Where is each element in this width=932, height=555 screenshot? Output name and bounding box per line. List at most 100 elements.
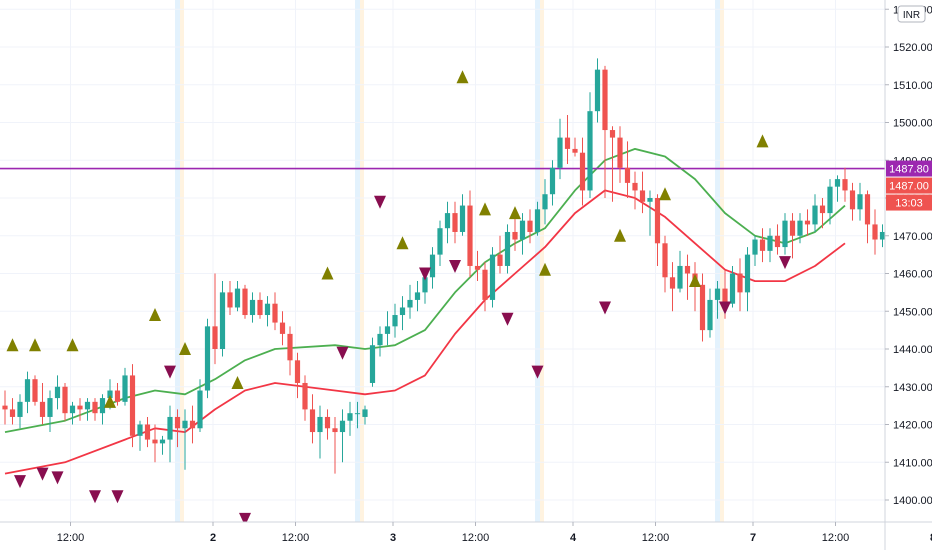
buy-signal-icon	[104, 394, 116, 408]
candle-body	[84, 401, 91, 410]
sell-signal-icon	[531, 365, 544, 379]
candle	[609, 126, 616, 202]
candle	[189, 405, 196, 444]
candle	[272, 292, 278, 331]
session-band	[180, 0, 184, 522]
candle	[549, 160, 556, 206]
currency-badge[interactable]	[897, 5, 926, 23]
candle-body	[62, 386, 68, 414]
candle-body	[114, 390, 121, 402]
candle-body	[632, 182, 638, 191]
candle	[77, 398, 83, 421]
price-line-label-text: 1487.80	[889, 164, 929, 176]
candle-body	[264, 303, 271, 316]
session-band	[540, 0, 544, 522]
candle-body	[309, 409, 316, 433]
sell-signal-icon	[51, 471, 64, 485]
candle-body	[414, 292, 421, 300]
buy-signal-icon	[66, 338, 79, 352]
candle-body	[257, 299, 263, 316]
buy-signal-icon	[479, 202, 491, 216]
sell-signal-icon	[449, 259, 461, 273]
candle-body	[92, 401, 98, 414]
candle	[617, 126, 623, 183]
candle	[39, 382, 46, 425]
candle	[444, 201, 451, 244]
candle	[482, 262, 488, 312]
candle	[197, 379, 203, 433]
candle-body	[452, 213, 458, 232]
candle-body	[377, 333, 383, 346]
candle	[159, 435, 166, 455]
candle-body	[534, 209, 541, 232]
candle	[92, 398, 98, 421]
candle	[632, 171, 638, 210]
candle-body	[54, 386, 61, 399]
candle	[227, 281, 233, 316]
candle	[759, 228, 766, 263]
buy-signal-icon	[396, 236, 409, 250]
candle	[47, 390, 53, 433]
candle-body	[204, 326, 211, 391]
candle	[467, 190, 473, 278]
sell-signal-icon	[111, 490, 124, 504]
candle-body	[362, 409, 368, 417]
candle	[737, 258, 743, 312]
sell-signal-icon	[501, 312, 514, 326]
candle-body	[662, 243, 668, 278]
ma-slow-line	[4, 189, 846, 475]
buy-signal-icon	[756, 134, 769, 148]
candle-body	[872, 224, 878, 240]
price-tick-label: 1400.00	[893, 495, 932, 507]
candle-body	[429, 254, 436, 278]
candle-body	[422, 277, 428, 293]
price-tick-label: 1410.00	[893, 457, 932, 469]
candle-body	[159, 439, 166, 444]
candle-body	[879, 231, 886, 240]
candle	[384, 311, 391, 346]
candle	[497, 235, 503, 274]
candle	[624, 141, 631, 198]
sell-signal-icon	[419, 267, 431, 281]
candle-body	[602, 69, 608, 131]
candle-body	[332, 428, 338, 433]
price-axis-background	[885, 0, 932, 550]
candle-body	[834, 179, 841, 187]
candle	[527, 209, 533, 244]
candle-body	[519, 220, 526, 240]
candle	[647, 190, 653, 236]
currency-label: INR	[903, 10, 920, 21]
price-labels-layer: INR 1487.80 1487.00 13:03	[886, 5, 932, 211]
buy-signal-icon	[231, 375, 244, 389]
candle	[437, 220, 443, 266]
candle	[257, 292, 263, 319]
candle-body	[2, 405, 8, 410]
candle-body	[407, 299, 413, 308]
last-price-label	[886, 177, 932, 194]
candle	[684, 254, 691, 300]
candle-body	[819, 205, 826, 214]
candle	[69, 401, 76, 425]
candle-body	[107, 390, 113, 399]
candle-body	[144, 424, 151, 440]
candle	[9, 398, 16, 425]
candle-body	[812, 205, 818, 225]
time-tick-label: 3	[390, 532, 396, 544]
candle-body	[174, 416, 181, 429]
candle	[452, 201, 458, 244]
session-band	[355, 0, 360, 522]
candle-body	[714, 288, 721, 300]
candle	[572, 137, 578, 157]
candle-body	[354, 413, 361, 415]
candle-body	[317, 416, 323, 433]
candle-body	[384, 326, 391, 334]
candle	[804, 209, 811, 236]
candle	[287, 326, 293, 376]
candle	[2, 390, 8, 425]
candle-body	[647, 198, 653, 202]
candle	[204, 318, 211, 399]
candle	[677, 250, 683, 293]
candle	[369, 337, 376, 387]
